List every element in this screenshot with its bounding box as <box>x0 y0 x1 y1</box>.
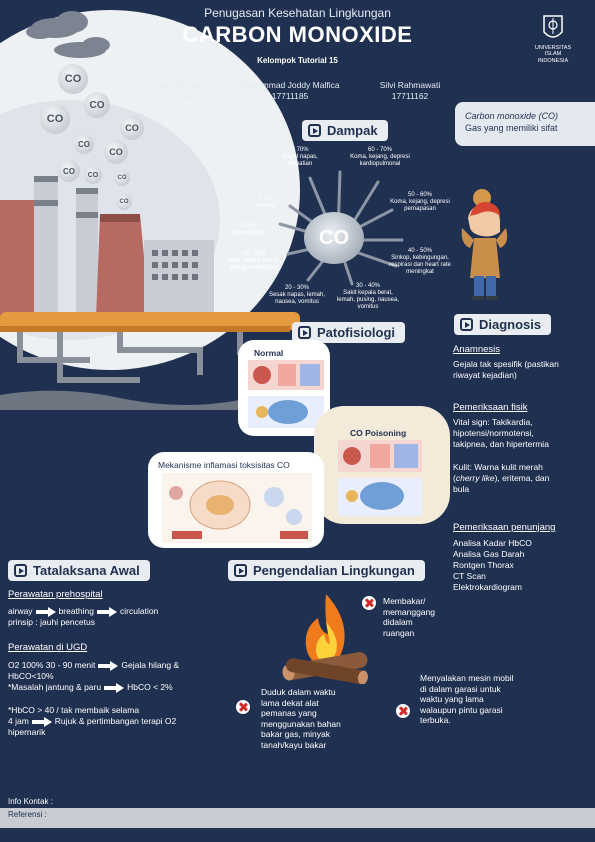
patofisiologi-heading: Patofisiologi <box>292 322 405 343</box>
university-emblem-icon <box>543 15 563 38</box>
co-bubble: CO <box>40 104 70 134</box>
referensi-label: Referensi : <box>8 810 47 819</box>
member-1: Gusta Nariski 17711189 <box>150 80 202 101</box>
play-icon <box>14 564 27 577</box>
co-center: CO <box>304 212 364 264</box>
play-icon <box>298 326 311 339</box>
x-mark-icon <box>396 704 410 718</box>
co-bubble: CO <box>58 64 88 94</box>
info-kontak: Info Kontak : <box>8 797 53 806</box>
tatalaksana-heading: Tatalaksana Awal <box>8 560 150 581</box>
co-poisoning-diagram <box>338 440 422 516</box>
play-icon <box>460 318 473 331</box>
dampak-item: > 70% Gagal napas, kematian <box>282 147 318 167</box>
dampak-item: 20 - 30% Sesak napas, lemah, nausea, vomi… <box>268 285 326 305</box>
dampak-item: 50 - 60% Koma, kejang, depresi pernapasan <box>390 192 450 212</box>
fisik-heading: Pemeriksaan fisik <box>453 402 528 413</box>
mekanisme-diagram <box>162 473 312 543</box>
play-icon <box>308 124 321 137</box>
co-bubble: CO <box>116 194 132 210</box>
anamnesis-heading: Anamnesis <box>453 344 500 355</box>
penunjang-list: Analisa Kadar HbCO Analisa Gas Darah Ron… <box>453 538 532 592</box>
co-bubble: CO <box>58 160 80 182</box>
ugd-text: O2 100% 30 - 90 menit Gejala hilang & HbC… <box>8 660 180 737</box>
dampak-item: 60 - 70% Koma, kejang, depresi kardiopulm… <box>350 147 410 167</box>
dampak-heading: Dampak <box>302 120 388 141</box>
fisik-text: Vital sign: Takikardia, hipotensi/normote… <box>453 417 549 449</box>
normal-diagram <box>248 360 324 428</box>
anamnesis-text: Gejala tak spesifik (pastikan riwayat kej… <box>453 359 559 380</box>
dampak-item: 40 - 50% Sinkop, kebingungan, respirasi d… <box>389 248 451 275</box>
dampak-item: 30 - 40% Sakit kepala berat, lemah, pusin… <box>336 283 400 310</box>
campfire-icon <box>282 594 368 684</box>
referensi-bar <box>0 808 595 828</box>
prehospital-flow: airway breathing circulation <box>8 606 159 617</box>
headache-person-illustration <box>461 189 508 300</box>
co-bubble: CO <box>84 166 102 184</box>
prehospital-heading: Perawatan prehospital <box>8 589 103 600</box>
normal-label: Normal <box>254 348 284 358</box>
co-poisoning-label: CO Poisoning <box>350 428 407 438</box>
kulit-text: Kulit: Warna kulit merah (cherry like), … <box>453 462 550 494</box>
pengendalian-item-2: Duduk dalam waktu lama dekat alat pemanas … <box>261 687 341 750</box>
arrow-icon <box>98 660 119 671</box>
x-mark-icon <box>362 596 376 610</box>
co-bubble: CO <box>114 170 130 186</box>
prehospital-prinsip: prinsip : jauhi pencetus <box>8 617 95 627</box>
co-bubble: CO <box>120 116 144 140</box>
pengendalian-item-3: Menyalakan mesin mobil di dalam garasi un… <box>420 673 514 725</box>
arrow-icon <box>31 716 52 727</box>
group-label: Kelompok Tutorial 15 <box>257 56 338 65</box>
definition-box: Carbon monoxide (CO) Gas yang memiliki s… <box>455 102 595 146</box>
mekanisme-label: Mekanisme inflamasi toksisitas CO <box>158 460 290 470</box>
member-2: Muhammad Joddy Malfica 17711185 <box>240 80 340 101</box>
arrow-icon <box>97 606 118 617</box>
arrow-icon <box>104 682 125 693</box>
dampak-item: 10 - 20% Sakit kepala, lemah, telinga ber… <box>226 251 282 271</box>
x-mark-icon <box>236 700 250 714</box>
poster-subtitle: Penugasan Kesehatan Lingkungan <box>204 6 391 20</box>
member-3: Silvi Rahmawati 17711162 <box>379 80 441 101</box>
ugd-heading: Perawatan di UGD <box>8 642 88 653</box>
dampak-item: < 1% normal <box>256 196 276 209</box>
penunjang-heading: Pemeriksaan penunjang <box>453 522 556 533</box>
arrow-icon <box>35 606 56 617</box>
dampak-item: <10% tanpa gejala <box>230 223 264 236</box>
co-bubble: CO <box>84 92 110 118</box>
diagnosis-heading: Diagnosis <box>454 314 552 335</box>
play-icon <box>234 564 247 577</box>
poster-title: CARBON MONOXIDE <box>182 22 413 47</box>
pengendalian-heading: Pengendalian Lingkungan <box>228 560 425 581</box>
university-logo: UNIVERSITAS ISLAM INDONESIA <box>522 14 584 64</box>
co-bubble: CO <box>104 140 128 164</box>
co-bubble: CO <box>74 134 94 154</box>
pengendalian-item-1: Membakar/memanggang didalam ruangan <box>383 596 435 638</box>
